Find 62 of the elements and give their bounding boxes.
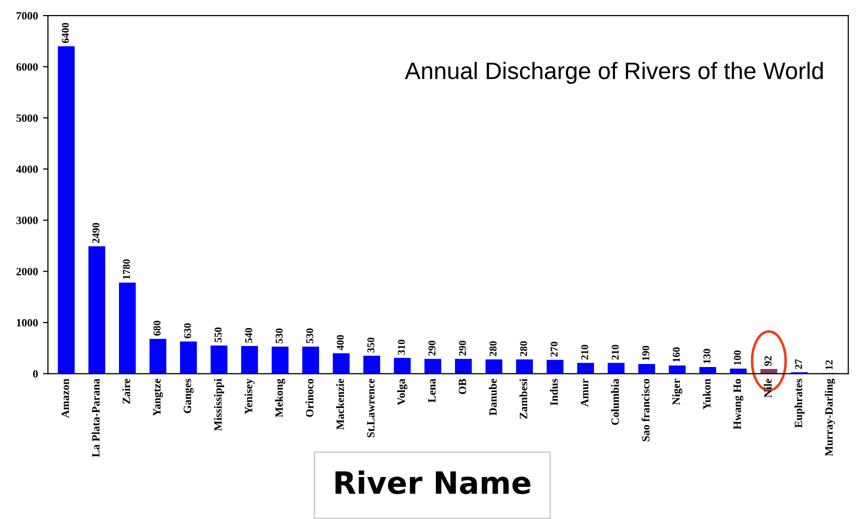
y-tick-label: 0 [33,370,38,378]
data-label: 350 [367,338,374,353]
data-label: 190 [642,346,650,360]
y-tick-label: 3000 [16,216,38,224]
x-axis-title: River Name [336,470,530,494]
x-tick-label: Orinoco [306,378,314,417]
x-tick-label: Zambesi [519,378,528,419]
data-label: 530 [276,328,283,344]
data-label: 540 [245,328,252,343]
y-tick-label: 6000 [16,63,38,71]
y-tick-label: 1000 [16,318,38,326]
x-tick-label: Ganges [184,378,194,414]
data-label: 12 [826,360,832,370]
x-tick-label: Mississippi [214,378,224,431]
x-tick-label: Yenisey [244,378,255,414]
data-label: 290 [428,340,436,356]
x-tick-label: La Plata-Parana [92,378,100,458]
y-tick-label: 2000 [16,268,38,276]
x-tick-label: Zaire [122,378,130,404]
x-tick-label: Volga [397,378,408,406]
x-tick-label: Euphrates [794,378,804,428]
data-label: 210 [581,344,588,360]
data-label: 550 [214,327,222,342]
x-tick-label: St.Lawrence [367,378,375,438]
data-label: 210 [612,344,619,360]
x-tick-label: Amazon [62,378,70,418]
text: Annual Discharge of Rivers of the World [404,62,823,84]
y-tick-label: 5000 [16,114,38,122]
data-label: 130 [703,348,710,364]
data-label: 280 [490,341,497,356]
data-label: 680 [153,320,161,336]
x-tick-label: Columbia [611,378,619,425]
data-label: 400 [336,335,344,350]
data-label: 6400 [62,22,69,44]
x-tick-label: Nile [764,378,772,398]
data-label: 630 [184,323,192,338]
x-tick-label: Niger [672,378,682,405]
data-label: 270 [550,342,558,357]
data-label: 290 [458,340,466,356]
x-tick-label: OB [458,378,466,394]
x-tick-label: Hwang Ho [734,378,744,430]
data-label: 100 [734,350,741,365]
x-tick-label: Mackenzie [336,378,344,430]
x-tick-label: Danube [488,378,497,416]
x-tick-label: Murray-Darling [824,378,836,456]
x-tick-label: Mekong [275,378,286,418]
y-tick-label: 7000 [16,12,38,20]
x-tick-label: Yukon [702,378,711,410]
x-tick-label: Indus [550,378,558,406]
x-tick-label: Yangtze [153,378,163,416]
x-tick-label: Lena [428,378,436,402]
data-label: 160 [672,347,680,362]
data-label: 27 [795,359,802,369]
data-label: 2490 [92,222,100,243]
y-tick-label: 4000 [16,166,38,174]
x-tick-label: Amur [580,378,588,407]
x-tick-label: Sao francisco [642,378,650,442]
data-label: 280 [520,341,528,356]
data-label: 310 [398,340,405,355]
data-label: 530 [306,328,314,344]
data-label: 1780 [122,259,130,279]
data-label: 92 [764,356,772,366]
